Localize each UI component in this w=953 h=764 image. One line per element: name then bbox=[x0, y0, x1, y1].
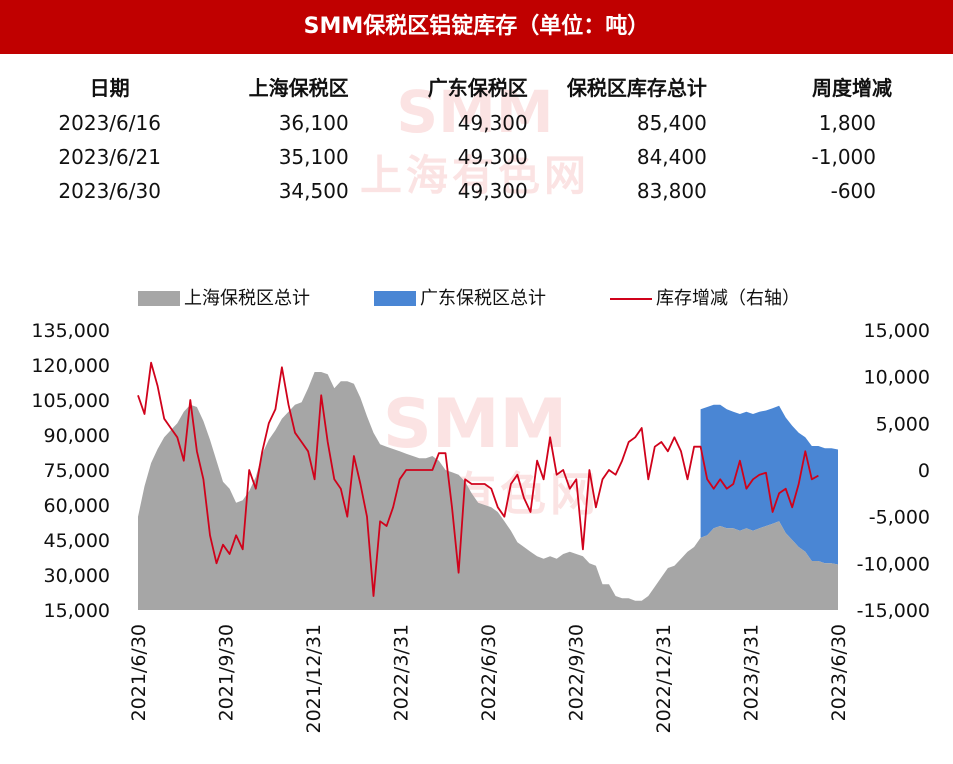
header-guangdong: 广东保税区 bbox=[427, 75, 528, 100]
x-tick-label: 2022/12/31 bbox=[653, 624, 675, 734]
table-cell: 1,800 bbox=[818, 111, 876, 135]
table-cell: 2023/6/21 bbox=[58, 145, 161, 169]
y-left-tick-label: 105,000 bbox=[31, 390, 110, 412]
table-cell: -600 bbox=[830, 179, 876, 203]
chart-title: SMM保税区铝锭库存（单位：吨） bbox=[0, 0, 953, 54]
legend-label-shanghai: 上海保税区总计 bbox=[184, 288, 310, 309]
x-tick-label: 2021/9/30 bbox=[216, 624, 238, 721]
legend-label-guangdong: 广东保税区总计 bbox=[420, 288, 546, 309]
x-tick-label: 2023/3/31 bbox=[741, 624, 763, 721]
table-cell: 2023/6/16 bbox=[58, 111, 161, 135]
series-area-shanghai bbox=[138, 372, 838, 610]
table-cell: 49,300 bbox=[457, 145, 528, 169]
x-tick-label: 2022/9/30 bbox=[566, 624, 588, 721]
table-cell: 49,300 bbox=[457, 111, 528, 135]
y-right-tick-label: -15,000 bbox=[857, 600, 930, 622]
series-line-change bbox=[137, 361, 819, 597]
y-left-tick-label: 45,000 bbox=[44, 530, 110, 552]
y-left-tick-label: 30,000 bbox=[44, 565, 110, 587]
y-right-tick-label: 0 bbox=[918, 460, 930, 482]
table-cell: 85,400 bbox=[636, 111, 707, 135]
table-cell: -1,000 bbox=[811, 145, 876, 169]
series-area-guangdong bbox=[700, 404, 838, 565]
x-tick-label: 2022/6/30 bbox=[478, 624, 500, 721]
header-total: 保税区库存总计 bbox=[566, 75, 707, 100]
table-cell: 84,400 bbox=[636, 145, 707, 169]
y-right-tick-label: 15,000 bbox=[864, 320, 930, 342]
legend-swatch-shanghai bbox=[138, 291, 180, 306]
table-cell: 36,100 bbox=[278, 111, 349, 135]
x-tick-label: 2021/12/31 bbox=[303, 624, 325, 734]
header-date: 日期 bbox=[89, 75, 130, 100]
table-row: 2023/6/30 34,500 49,300 83,800 -600 bbox=[20, 174, 940, 208]
summary-table: 日期 上海保税区 广东保税区 保税区库存总计 周度增减 2023/6/16 36… bbox=[20, 66, 940, 208]
y-right-tick-label: -10,000 bbox=[857, 553, 930, 575]
y-left-tick-label: 75,000 bbox=[44, 460, 110, 482]
legend-swatch-change bbox=[610, 298, 652, 300]
table-cell: 49,300 bbox=[457, 179, 528, 203]
header-shanghai: 上海保税区 bbox=[248, 75, 349, 100]
table-cell: 83,800 bbox=[636, 179, 707, 203]
legend-swatch-guangdong bbox=[374, 291, 416, 306]
table-cell: 35,100 bbox=[278, 145, 349, 169]
y-left-tick-label: 135,000 bbox=[31, 320, 110, 342]
y-right-tick-label: 5,000 bbox=[876, 413, 930, 435]
table-row: 2023/6/16 36,100 49,300 85,400 1,800 bbox=[20, 106, 940, 140]
table-cell: 34,500 bbox=[278, 179, 349, 203]
table-cell: 2023/6/30 bbox=[58, 179, 161, 203]
chart-legend: 上海保税区总计 广东保税区总计 库存增减（右轴） bbox=[0, 286, 953, 312]
table-header-row: 日期 上海保税区 广东保税区 保税区库存总计 周度增减 bbox=[20, 66, 940, 106]
y-left-tick-label: 120,000 bbox=[31, 355, 110, 377]
x-tick-label: 2022/3/31 bbox=[391, 624, 413, 721]
y-left-tick-label: 15,000 bbox=[44, 600, 110, 622]
y-right-tick-label: -5,000 bbox=[869, 507, 930, 529]
y-left-tick-label: 90,000 bbox=[44, 425, 110, 447]
y-right-tick-label: 10,000 bbox=[864, 367, 930, 389]
header-weekly-change: 周度增减 bbox=[812, 75, 892, 100]
table-row: 2023/6/21 35,100 49,300 84,400 -1,000 bbox=[20, 140, 940, 174]
x-tick-label: 2023/6/30 bbox=[828, 624, 850, 721]
y-left-tick-label: 60,000 bbox=[44, 495, 110, 517]
legend-label-change: 库存增减（右轴） bbox=[656, 288, 800, 309]
x-tick-label: 2021/6/30 bbox=[128, 624, 150, 721]
